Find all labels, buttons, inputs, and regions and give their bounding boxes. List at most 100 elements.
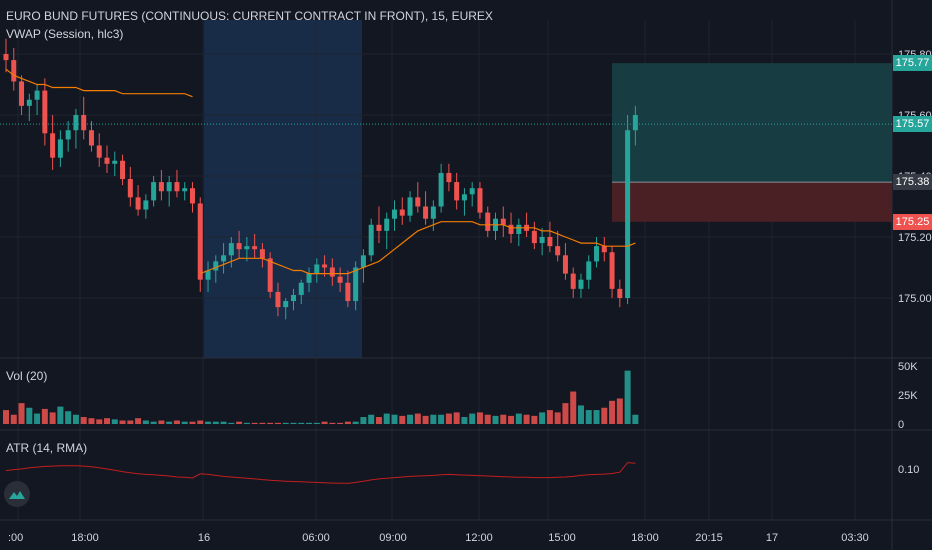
volume-bar — [181, 421, 188, 424]
volume-bar — [546, 410, 553, 424]
volume-bar — [65, 411, 72, 424]
candle — [531, 221, 537, 250]
candle-body — [438, 172, 444, 207]
candle — [127, 166, 133, 207]
candle — [578, 273, 584, 298]
candle-body — [632, 115, 638, 131]
candle-body — [329, 267, 335, 277]
candle-body — [252, 246, 258, 250]
volume-bar — [158, 420, 165, 424]
candle — [500, 206, 506, 237]
vwap-indicator-label[interactable]: VWAP (Session, hlc3) — [6, 27, 124, 41]
stop-loss-zone — [612, 182, 892, 222]
volume-bar — [49, 412, 56, 424]
volume-bar — [570, 391, 577, 424]
volume-bar — [18, 403, 25, 424]
candle-body — [601, 246, 607, 253]
candle-body — [306, 273, 312, 283]
candle — [314, 258, 320, 283]
candle-body — [314, 264, 320, 274]
candle — [189, 182, 195, 213]
volume-indicator-label[interactable]: Vol (20) — [6, 369, 48, 383]
tradingview-logo-icon[interactable] — [4, 481, 30, 507]
candle-body — [578, 279, 584, 289]
volume-bar — [306, 422, 313, 424]
candle — [283, 298, 289, 320]
volume-bar — [26, 407, 33, 424]
volume-bar — [577, 405, 584, 424]
volume-bar — [228, 422, 235, 424]
candle — [213, 255, 219, 283]
candle — [205, 261, 211, 292]
volume-bar — [104, 418, 111, 424]
volume-bar — [368, 414, 375, 424]
candle-body — [174, 182, 180, 192]
candle-body — [485, 212, 491, 231]
time-tick-label: 03:30 — [841, 532, 869, 544]
volume-bar — [624, 370, 631, 424]
volume-bar — [197, 420, 204, 424]
candle — [360, 249, 366, 283]
candle — [135, 185, 141, 216]
candle — [88, 121, 94, 152]
volume-bar — [41, 408, 48, 424]
volume-bar — [609, 400, 616, 424]
time-tick-label: :00 — [8, 532, 23, 544]
candle — [547, 221, 553, 253]
volume-bar — [383, 413, 390, 424]
time-tick-label: 12:00 — [465, 532, 493, 544]
volume-bar — [593, 410, 600, 424]
candle — [42, 78, 48, 146]
volume-bar — [166, 421, 173, 424]
atr-tick-label: 0.10 — [898, 464, 919, 476]
candle — [120, 154, 126, 186]
volume-bar — [251, 422, 258, 424]
candle-body — [454, 182, 460, 201]
volume-bar — [461, 417, 468, 424]
volume-bar — [57, 406, 64, 424]
candle — [446, 163, 452, 192]
volume-bar — [243, 422, 250, 424]
vwap-line — [200, 221, 636, 275]
volume-bar — [476, 412, 483, 424]
candle-body — [189, 188, 195, 204]
time-tick-label: 20:15 — [695, 532, 723, 544]
volume-bar — [375, 417, 382, 424]
candle-body — [143, 200, 149, 210]
candle — [392, 200, 397, 231]
candle-body — [423, 206, 429, 219]
candle-body — [345, 282, 351, 302]
volume-bar — [290, 422, 297, 424]
candle — [407, 191, 413, 222]
candle — [353, 261, 359, 311]
volume-bar — [515, 413, 522, 424]
candle-body — [594, 246, 600, 262]
candle — [306, 267, 312, 292]
candle — [81, 96, 87, 140]
volume-bar — [422, 415, 429, 424]
candle — [399, 197, 405, 225]
candle-body — [166, 182, 172, 192]
candle — [430, 200, 436, 231]
candle-body — [42, 90, 48, 134]
volume-bar — [360, 417, 367, 424]
candle — [158, 169, 164, 201]
candle — [423, 191, 429, 225]
candle — [586, 255, 592, 289]
volume-bar — [329, 422, 336, 424]
volume-bar — [391, 414, 398, 424]
candle-body — [73, 115, 79, 131]
volume-bar — [562, 403, 569, 424]
atr-indicator-label[interactable]: ATR (14, RMA) — [6, 441, 88, 455]
candle — [236, 230, 242, 259]
candle — [570, 267, 576, 298]
volume-bar — [142, 420, 149, 424]
candle-body — [228, 243, 234, 256]
candle-body — [135, 197, 141, 210]
candle — [384, 212, 390, 250]
candle — [96, 133, 102, 167]
candle — [34, 84, 40, 115]
candle — [228, 237, 234, 268]
volume-bar — [111, 419, 118, 424]
